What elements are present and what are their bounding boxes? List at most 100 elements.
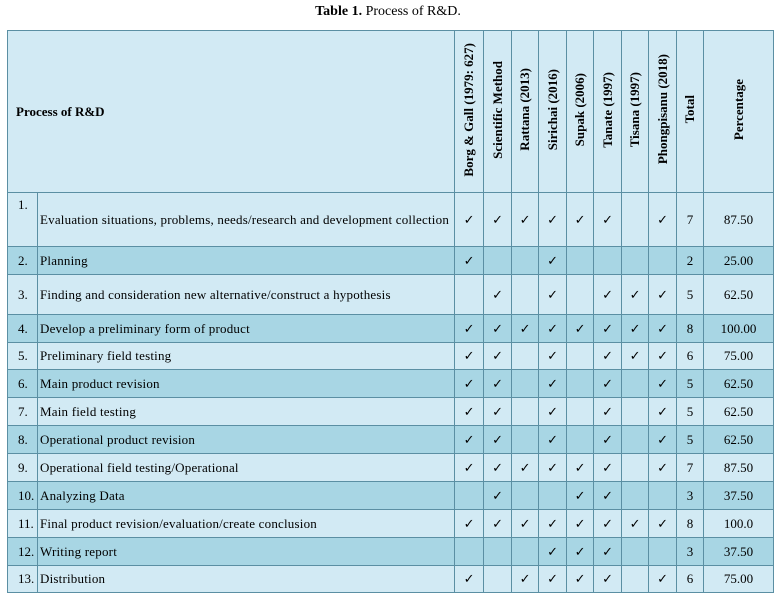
empty-cell [648, 537, 678, 566]
process-name: Main field testing [36, 397, 456, 426]
check-mark-cell: ✓ [593, 481, 623, 510]
check-mark-cell: ✓ [483, 274, 513, 315]
check-mark-cell: ✓ [483, 509, 513, 538]
check-mark-cell: ✓ [566, 314, 595, 343]
process-name: Operational product revision [36, 425, 456, 454]
table-header-row: Process of R&D Borg & Gall (1979: 627) S… [6, 30, 775, 193]
row-total: 8 [676, 509, 705, 538]
row-percentage: 37.50 [703, 481, 775, 510]
check-mark-cell: ✓ [648, 425, 678, 454]
check-mark-cell: ✓ [538, 246, 568, 275]
table-caption: Table 1. Process of R&D. [0, 4, 776, 20]
row-total: 5 [676, 397, 705, 426]
check-mark-cell: ✓ [648, 342, 678, 370]
check-mark-cell: ✓ [593, 425, 623, 454]
process-name: Preliminary field testing [36, 342, 456, 370]
empty-cell [511, 481, 540, 510]
row-number: 12. [7, 537, 38, 566]
check-mark-cell: ✓ [538, 369, 568, 398]
source-label: Tanate (1997) [599, 71, 615, 148]
check-mark-cell: ✓ [648, 192, 678, 247]
total-column-header: Total [676, 30, 705, 193]
row-percentage: 62.50 [703, 397, 775, 426]
check-mark-cell: ✓ [454, 397, 485, 426]
row-percentage: 62.50 [703, 425, 775, 454]
table-row: 6. Main product revision ✓ ✓ ✓ ✓ ✓ 5 62.50 [7, 369, 775, 398]
table-row: 2. Planning ✓ ✓ 2 25.00 [7, 246, 775, 275]
process-name: Final product revision/evaluation/create… [36, 509, 456, 538]
empty-cell [621, 481, 650, 510]
source-label: Phongpisanu (2018) [654, 54, 670, 165]
check-mark-cell: ✓ [648, 274, 678, 315]
check-mark-cell: ✓ [454, 565, 485, 593]
check-mark-cell: ✓ [621, 314, 650, 343]
row-number: 13. [7, 565, 38, 593]
check-mark-cell: ✓ [648, 565, 678, 593]
empty-cell [511, 274, 540, 315]
row-total: 7 [676, 453, 705, 482]
source-header-phongpisanu: Phongpisanu (2018) [648, 30, 678, 193]
empty-cell [538, 481, 568, 510]
process-name: Planning [36, 246, 456, 275]
empty-cell [511, 425, 540, 454]
row-total: 6 [676, 565, 705, 593]
check-mark-cell: ✓ [454, 192, 485, 247]
row-percentage: 25.00 [703, 246, 775, 275]
source-header-scientific-method: Scientific Method [483, 30, 513, 193]
empty-cell [483, 565, 513, 593]
table-row: 9. Operational field testing/Operational ✓… [7, 453, 775, 482]
empty-cell [648, 246, 678, 275]
source-header-tisana: Tisana (1997) [621, 30, 650, 193]
process-name: Writing report [36, 537, 456, 566]
check-mark-cell: ✓ [511, 509, 540, 538]
row-number: 11. [7, 509, 38, 538]
empty-cell [566, 369, 595, 398]
source-header-tanate: Tanate (1997) [593, 30, 623, 193]
check-mark-cell: ✓ [621, 342, 650, 370]
check-mark-cell: ✓ [454, 509, 485, 538]
empty-cell [593, 246, 623, 275]
check-mark-cell: ✓ [454, 314, 485, 343]
row-number: 4. [7, 314, 38, 343]
check-mark-cell: ✓ [593, 509, 623, 538]
row-total: 7 [676, 192, 705, 247]
check-mark-cell: ✓ [566, 453, 595, 482]
process-name: Finding and consideration new alternativ… [36, 274, 456, 315]
check-mark-cell: ✓ [538, 537, 568, 566]
row-number: 1. [7, 192, 38, 247]
check-mark-cell: ✓ [593, 274, 623, 315]
source-header-borg-gall: Borg & Gall (1979: 627) [454, 30, 485, 193]
source-header-supak: Supak (2006) [566, 30, 595, 193]
process-name: Analyzing Data [36, 481, 456, 510]
check-mark-cell: ✓ [566, 565, 595, 593]
check-mark-cell: ✓ [538, 342, 568, 370]
empty-cell [483, 537, 513, 566]
table-row: 8. Operational product revision ✓ ✓ ✓ ✓ ✓ 5 62.5… [7, 425, 775, 454]
row-percentage: 87.50 [703, 192, 775, 247]
check-mark-cell: ✓ [593, 537, 623, 566]
check-mark-cell: ✓ [454, 246, 485, 275]
check-mark-cell: ✓ [621, 509, 650, 538]
check-mark-cell: ✓ [593, 369, 623, 398]
source-header-sirichai: Sirichai (2016) [538, 30, 568, 193]
empty-cell [621, 453, 650, 482]
row-total: 5 [676, 425, 705, 454]
table-row: 4. Develop a preliminary form of product ✓… [7, 314, 775, 343]
check-mark-cell: ✓ [648, 369, 678, 398]
caption-label: Table 1. [315, 4, 363, 19]
percentage-header-label: Percentage [730, 78, 746, 141]
empty-cell [566, 425, 595, 454]
table-row: 1. Evaluation situations, problems, needs… [7, 192, 775, 247]
caption-text: Process of R&D. [362, 4, 461, 19]
row-total: 5 [676, 369, 705, 398]
empty-cell [511, 537, 540, 566]
check-mark-cell: ✓ [538, 314, 568, 343]
empty-cell [566, 342, 595, 370]
row-percentage: 100.0 [703, 509, 775, 538]
row-percentage: 62.50 [703, 369, 775, 398]
source-label: Rattana (2013) [517, 68, 533, 151]
check-mark-cell: ✓ [648, 509, 678, 538]
source-label: Scientific Method [489, 60, 505, 159]
check-mark-cell: ✓ [483, 397, 513, 426]
source-header-rattana: Rattana (2013) [511, 30, 540, 193]
